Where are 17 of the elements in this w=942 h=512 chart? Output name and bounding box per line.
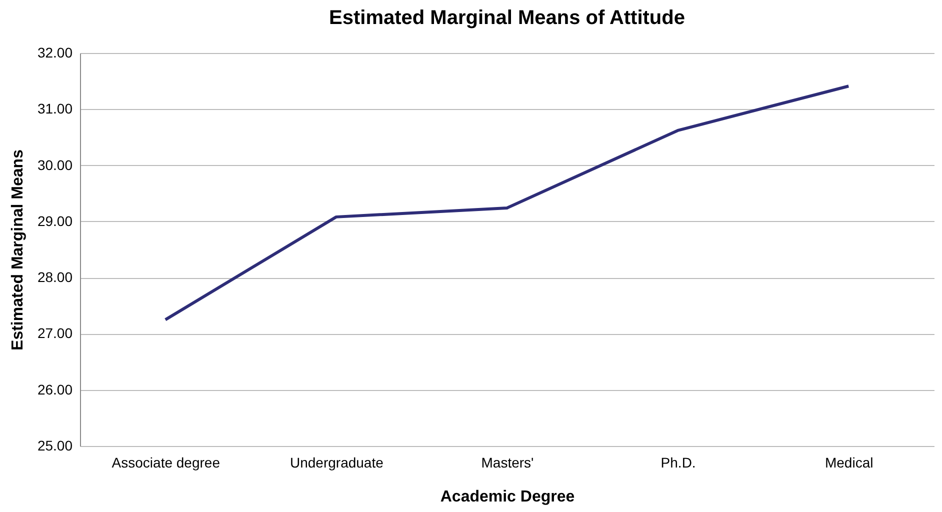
y-tick-label: 25.00 [37,438,73,454]
x-tick-label: Masters' [481,454,534,470]
x-tick-label: Undergraduate [290,454,384,470]
x-tick-label: Ph.D. [660,454,696,470]
y-axis-title: Estimated Marginal Means [9,149,26,350]
y-tick-label: 27.00 [37,325,73,342]
y-tick-label: 29.00 [37,212,73,229]
y-tick-label: 28.00 [37,269,73,286]
line-series [164,84,850,322]
y-tick-label: 31.00 [37,100,73,117]
x-tick-label: Medical [824,454,874,470]
chart-title: Estimated Marginal Means of Attitude [329,7,685,29]
y-tick-label: 30.00 [37,156,73,173]
x-tick-label: Associate degree [112,454,220,470]
y-tick-label: 26.00 [37,381,73,398]
y-tick-label: 32.00 [37,44,73,60]
x-axis-title: Academic Degree [440,488,575,506]
